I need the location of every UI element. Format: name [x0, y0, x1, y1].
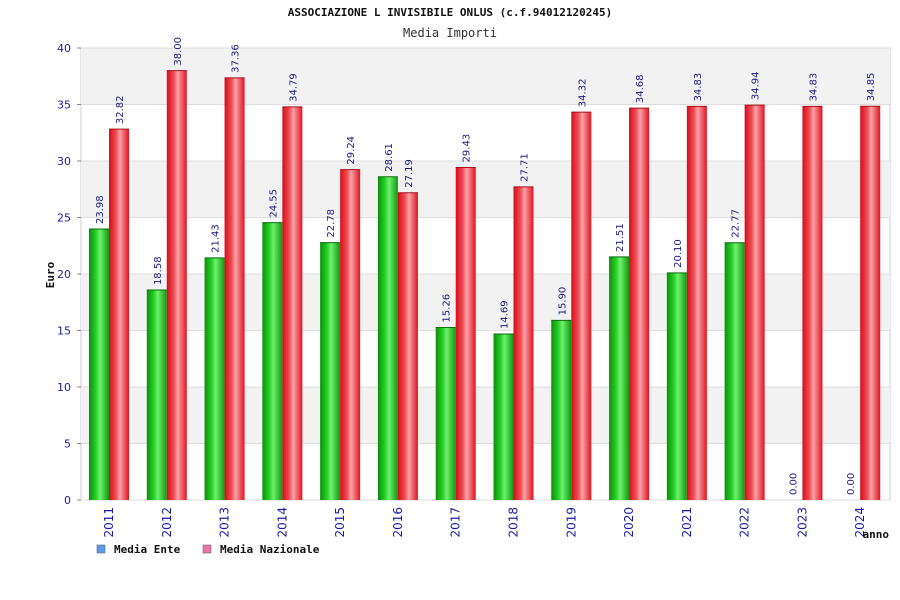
x-tick-label: 2020 — [622, 507, 636, 538]
y-axis-ticks: 0 5 10 15 20 25 30 35 40 — [57, 42, 81, 507]
bars — [89, 70, 881, 501]
bar-media-nazionale — [224, 77, 245, 500]
data-label: 34.94 — [751, 72, 762, 101]
data-label: 29.43 — [462, 134, 473, 163]
legend: Media Ente Media Nazionale — [96, 543, 320, 556]
bar-media-nazionale — [282, 106, 303, 501]
x-tick-label: 2022 — [738, 507, 752, 538]
legend-label: Media Ente — [114, 543, 181, 556]
bar-media-nazionale — [513, 186, 534, 500]
x-tick-label: 2015 — [333, 507, 347, 538]
data-label: 28.61 — [384, 143, 395, 172]
data-label: 22.77 — [731, 209, 742, 238]
data-label: 23.98 — [95, 195, 106, 224]
plot-band — [81, 161, 890, 218]
bar-media-nazionale — [109, 129, 129, 500]
data-label: 34.83 — [808, 73, 819, 102]
data-label: 20.10 — [673, 239, 684, 268]
bar-media-ente — [262, 222, 283, 500]
x-tick-label: 2011 — [102, 507, 116, 538]
bar-media-nazionale — [860, 106, 881, 500]
bar-media-nazionale — [340, 169, 361, 500]
data-label: 21.43 — [211, 224, 222, 253]
bar-media-ente — [551, 320, 572, 500]
plot-band — [81, 274, 890, 331]
bar-media-ente — [377, 176, 398, 500]
data-label: 0.00 — [788, 473, 799, 495]
data-label: 22.78 — [326, 209, 337, 238]
bar-media-ente — [146, 290, 167, 500]
bar-media-ente — [435, 327, 456, 500]
y-tick-label: 5 — [64, 438, 71, 451]
y-tick-label: 25 — [57, 212, 71, 225]
x-tick-label: 2012 — [160, 507, 174, 538]
data-labels: 23.98 32.82 18.58 38.00 21.43 37.36 24.55 34.79… — [95, 37, 877, 495]
bar-media-nazionale — [571, 112, 592, 501]
data-label: 15.26 — [442, 294, 453, 323]
y-tick-label: 35 — [57, 99, 71, 112]
y-tick-label: 30 — [57, 155, 71, 168]
bar-media-nazionale — [686, 106, 707, 501]
x-tick-label: 2024 — [853, 507, 867, 538]
chart-title: ASSOCIAZIONE L INVISIBILE ONLUS (c.f.940… — [288, 6, 613, 19]
legend-label: Media Nazionale — [220, 543, 320, 556]
bar-media-ente — [89, 229, 109, 500]
legend-swatch — [96, 544, 106, 554]
x-axis-label: anno — [863, 528, 890, 541]
data-label: 34.32 — [577, 79, 588, 108]
bar-media-ente — [493, 334, 514, 500]
bar-media-ente — [724, 242, 745, 500]
data-label: 0.00 — [846, 473, 857, 495]
bar-media-nazionale — [455, 167, 476, 501]
data-label: 37.36 — [231, 44, 242, 73]
x-tick-label: 2017 — [449, 507, 463, 538]
data-label: 34.79 — [288, 73, 299, 102]
data-label: 34.68 — [635, 74, 646, 103]
data-label: 18.58 — [153, 256, 164, 285]
bar-media-nazionale — [166, 70, 187, 500]
bar-media-ente — [204, 257, 225, 500]
data-label: 34.85 — [866, 73, 877, 102]
bar-media-nazionale — [397, 192, 418, 501]
plot-band — [81, 48, 890, 105]
data-label: 27.71 — [520, 153, 531, 182]
x-tick-label: 2018 — [507, 507, 521, 538]
data-label: 24.55 — [268, 189, 279, 218]
y-tick-label: 15 — [57, 325, 71, 338]
chart-subtitle: Media Importi — [403, 26, 497, 40]
data-label: 32.82 — [115, 95, 126, 124]
x-tick-label: 2016 — [391, 507, 405, 538]
x-tick-label: 2021 — [680, 507, 694, 538]
x-tick-label: 2019 — [564, 507, 578, 538]
x-tick-label: 2013 — [218, 507, 232, 538]
bar-media-ente — [320, 242, 341, 500]
data-label: 38.00 — [173, 37, 184, 66]
data-label: 27.19 — [404, 159, 415, 188]
bar-media-nazionale — [744, 105, 765, 500]
y-tick-label: 0 — [64, 494, 71, 507]
x-axis-ticks: 2011 2012 2013 2014 2015 2016 2017 2018 2019 2020… — [102, 507, 867, 538]
plot-band — [81, 387, 890, 444]
data-label: 14.69 — [500, 300, 511, 329]
x-tick-label: 2023 — [795, 507, 809, 538]
y-tick-label: 10 — [57, 381, 71, 394]
bar-media-ente — [666, 272, 687, 500]
y-axis-label: Euro — [44, 261, 57, 288]
y-tick-label: 20 — [57, 268, 71, 281]
data-label: 15.90 — [557, 287, 568, 316]
bar-media-nazionale — [629, 108, 650, 500]
data-label: 21.51 — [615, 223, 626, 252]
data-label: 34.83 — [693, 73, 704, 102]
y-tick-label: 40 — [57, 42, 71, 55]
legend-swatch — [202, 544, 212, 554]
data-label: 29.24 — [346, 136, 357, 165]
bar-media-nazionale — [802, 106, 823, 501]
x-tick-label: 2014 — [275, 507, 289, 538]
bar-media-ente — [609, 256, 630, 500]
